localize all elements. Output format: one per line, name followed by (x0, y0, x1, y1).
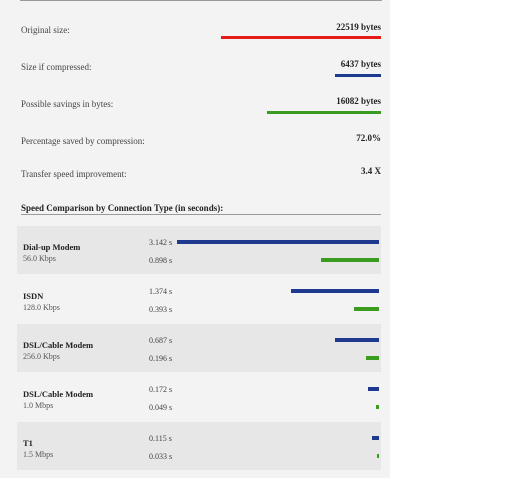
connection-speed: 256.0 Kbps (23, 352, 60, 361)
original-time: 3.142 s (149, 238, 173, 247)
green-size-bar (267, 111, 381, 114)
section-divider (21, 214, 381, 215)
stat-value: 72.0% (356, 133, 381, 143)
stat-label: Size if compressed: (21, 62, 92, 72)
compressed-time-bar (376, 405, 379, 409)
original-time-bar (372, 436, 379, 440)
connection-speed: 1.5 Mbps (23, 450, 54, 459)
connection-name: ISDN (23, 291, 44, 301)
stat-label: Original size: (21, 25, 70, 35)
connection-name: DSL/Cable Modem (23, 340, 94, 350)
compressed-time: 0.033 s (149, 452, 173, 461)
stat-compressed-size: Size if compressed: 6437 bytes (21, 59, 383, 82)
connection-row: DSL/Cable Modem 256.0 Kbps 0.687 s 0.196 s (17, 324, 381, 372)
compressed-time-bar (366, 356, 379, 360)
compressed-time: 0.898 s (149, 256, 173, 265)
compressed-time: 0.196 s (149, 354, 173, 363)
compressed-time: 0.393 s (149, 305, 173, 314)
connection-row: DSL/Cable Modem 1.0 Mbps 0.172 s 0.049 s (17, 373, 381, 421)
connection-name: Dial-up Modem (23, 242, 81, 252)
connection-speed: 1.0 Mbps (23, 401, 54, 410)
connection-name: T1 (23, 438, 33, 448)
original-time: 1.374 s (149, 287, 173, 296)
connection-speed: 56.0 Kbps (23, 254, 56, 263)
stat-label: Transfer speed improvement: (21, 169, 127, 179)
original-time-bar (291, 289, 379, 293)
blue-size-bar (335, 74, 381, 77)
connection-name: DSL/Cable Modem (23, 389, 94, 399)
original-time-bar (177, 240, 379, 244)
original-time-bar (335, 338, 379, 342)
top-divider (20, 0, 382, 1)
original-time: 0.115 s (149, 434, 172, 443)
compressed-time-bar (321, 258, 379, 262)
connection-speed: 128.0 Kbps (23, 303, 60, 312)
original-time: 0.172 s (149, 385, 173, 394)
compressed-time-bar (377, 454, 379, 458)
connection-row: T1 1.5 Mbps 0.115 s 0.033 s (17, 422, 381, 470)
stat-value: 16082 bytes (336, 96, 381, 106)
stat-value: 6437 bytes (340, 59, 381, 69)
stat-savings: Possible savings in bytes: 16082 bytes (21, 96, 383, 119)
stat-value: 22519 bytes (336, 22, 381, 32)
stat-label: Percentage saved by compression: (21, 136, 145, 146)
section-title: Speed Comparison by Connection Type (in … (21, 203, 224, 213)
connection-row: ISDN 128.0 Kbps 1.374 s 0.393 s (17, 275, 381, 323)
compression-report-panel: Original size: 22519 bytes Size if compr… (0, 0, 390, 478)
red-size-bar (221, 36, 381, 39)
stat-percentage-saved: Percentage saved by compression: 72.0% (21, 133, 383, 156)
compressed-time: 0.049 s (149, 403, 173, 412)
stat-original-size: Original size: 22519 bytes (21, 22, 383, 45)
stat-value: 3.4 X (361, 166, 381, 176)
stat-speed-improvement: Transfer speed improvement: 3.4 X (21, 166, 383, 189)
stat-label: Possible savings in bytes: (21, 99, 114, 109)
original-time: 0.687 s (149, 336, 173, 345)
connection-row: Dial-up Modem 56.0 Kbps 3.142 s 0.898 s (17, 226, 381, 274)
original-time-bar (368, 387, 379, 391)
compressed-time-bar (354, 307, 379, 311)
